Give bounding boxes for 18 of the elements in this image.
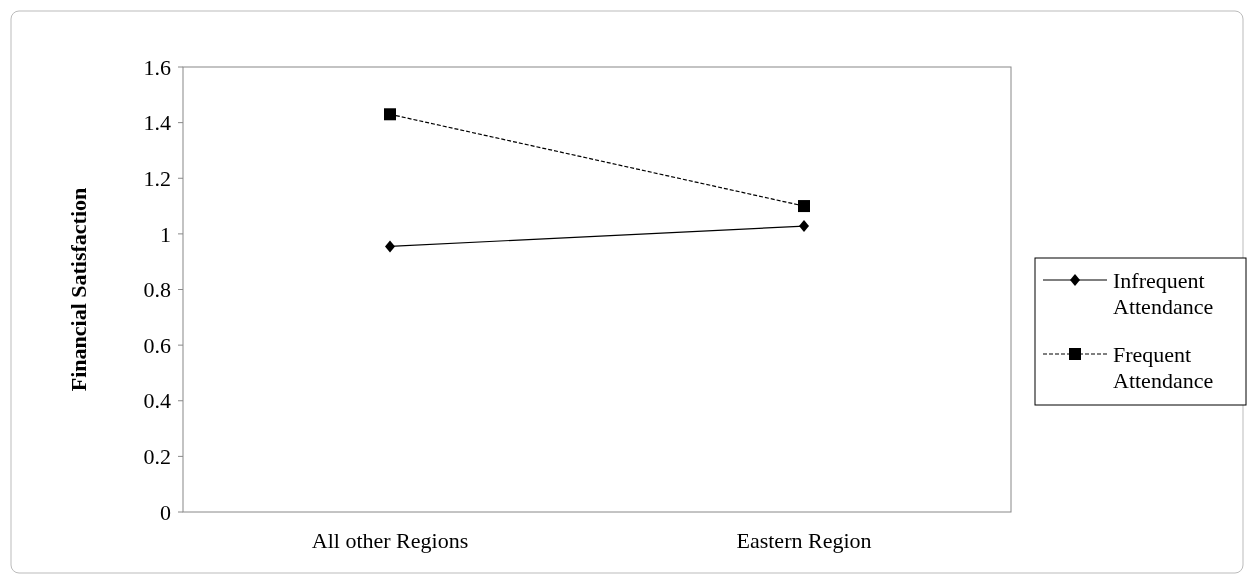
x-tick-label: All other Regions: [311, 528, 469, 553]
y-tick-label: 0: [160, 499, 171, 525]
y-tick-label: 1.4: [143, 110, 171, 136]
legend-label: Infrequent Attendance: [1113, 267, 1214, 320]
y-tick-label: 1: [160, 221, 171, 247]
y-tick-label: 1.2: [143, 165, 171, 191]
point: [384, 108, 396, 121]
y-tick-label: 0.4: [143, 388, 171, 414]
y-tick-label: 0.2: [143, 444, 171, 470]
y-tick-label: 1.6: [143, 54, 171, 80]
y-tick-label: 0.8: [143, 277, 171, 303]
y-tick-label: 0.6: [143, 332, 171, 358]
point: [799, 220, 809, 233]
x-tick-label: Eastern Region: [736, 528, 872, 553]
point: [798, 200, 810, 213]
legend-label: Frequent Attendance: [1113, 341, 1214, 394]
y-axis-title: Financial Satisfaction: [66, 187, 91, 392]
point: [385, 240, 395, 253]
